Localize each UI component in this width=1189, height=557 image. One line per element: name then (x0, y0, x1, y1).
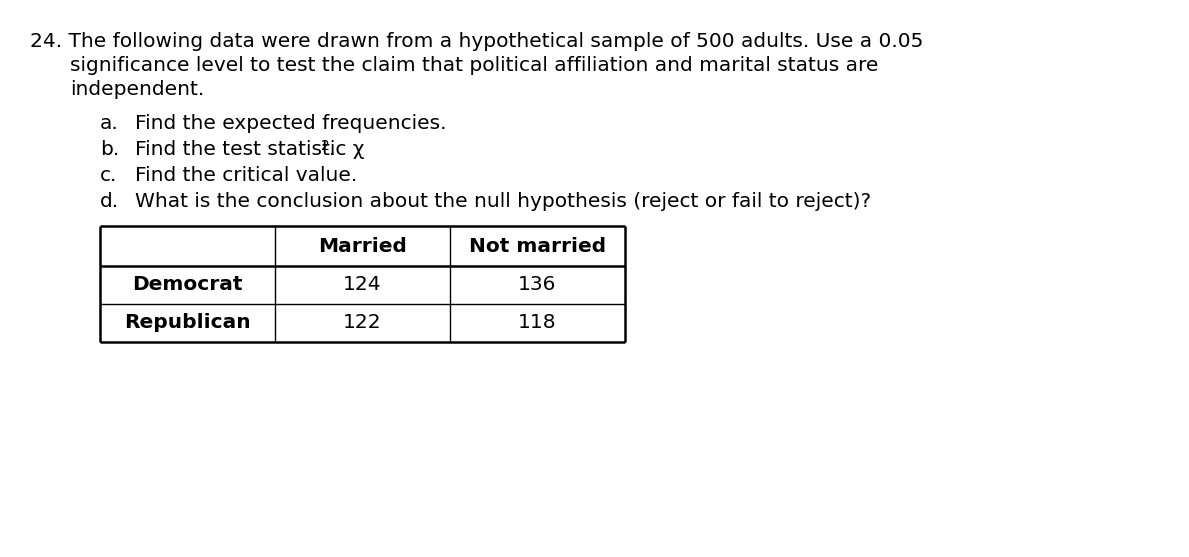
Text: 124: 124 (344, 276, 382, 295)
Text: Find the critical value.: Find the critical value. (136, 166, 357, 185)
Text: c.: c. (100, 166, 118, 185)
Text: 136: 136 (518, 276, 556, 295)
Text: b.: b. (100, 140, 119, 159)
Text: independent.: independent. (70, 80, 205, 99)
Text: What is the conclusion about the null hypothesis (reject or fail to reject)?: What is the conclusion about the null hy… (136, 192, 872, 211)
Text: Republican: Republican (124, 314, 251, 333)
Text: Democrat: Democrat (132, 276, 243, 295)
Text: Not married: Not married (468, 237, 606, 256)
Text: Married: Married (319, 237, 407, 256)
Text: 118: 118 (518, 314, 556, 333)
Text: 122: 122 (344, 314, 382, 333)
Text: 24. The following data were drawn from a hypothetical sample of 500 adults. Use : 24. The following data were drawn from a… (30, 32, 924, 51)
Text: Find the expected frequencies.: Find the expected frequencies. (136, 114, 447, 133)
Text: d.: d. (100, 192, 119, 211)
Text: 2: 2 (321, 139, 331, 153)
Text: a.: a. (100, 114, 119, 133)
Text: significance level to test the claim that political affiliation and marital stat: significance level to test the claim tha… (70, 56, 879, 75)
Text: .: . (329, 140, 335, 159)
Text: Find the test statistic χ: Find the test statistic χ (136, 140, 364, 159)
